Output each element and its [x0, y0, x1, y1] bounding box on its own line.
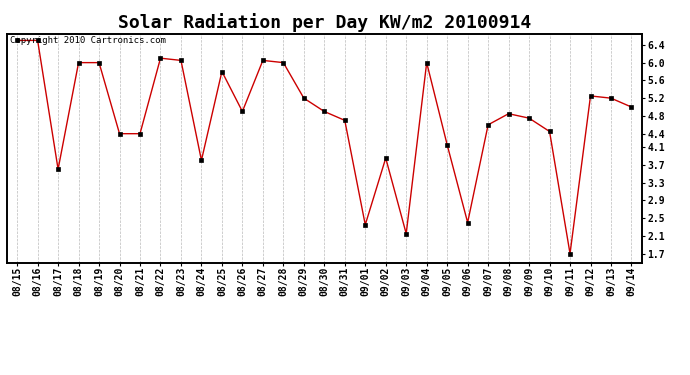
Title: Solar Radiation per Day KW/m2 20100914: Solar Radiation per Day KW/m2 20100914 [118, 13, 531, 32]
Text: Copyright 2010 Cartronics.com: Copyright 2010 Cartronics.com [10, 36, 166, 45]
